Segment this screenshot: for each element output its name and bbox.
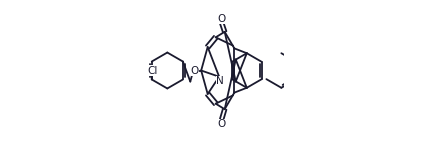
Text: O: O — [218, 14, 226, 24]
Text: Cl: Cl — [147, 66, 158, 75]
Text: O: O — [218, 119, 226, 129]
Text: N: N — [216, 76, 224, 86]
Text: O: O — [191, 66, 199, 75]
